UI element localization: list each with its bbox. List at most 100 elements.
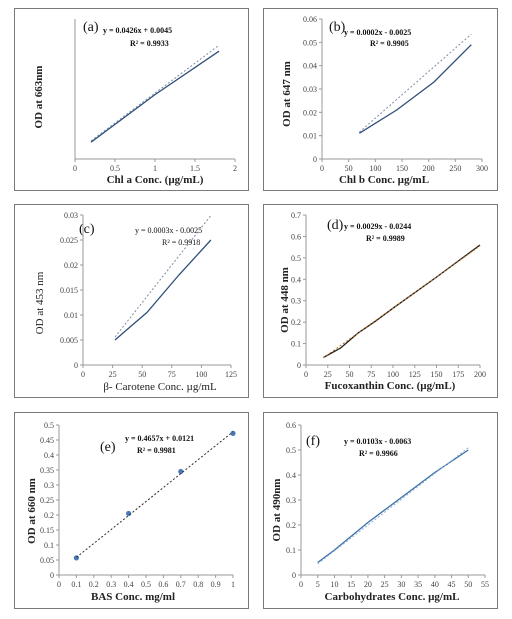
x-tick-label-f: 55 [481,580,489,589]
y-tick-label-d: 0 [297,361,301,370]
y-tick-label-d: 0.2 [291,318,301,327]
x-tick-label-f: 45 [448,580,456,589]
panel-b-label: (b) [329,20,346,35]
x-tick-label-d: 75 [367,370,375,379]
y-tick-label-e: 0.45 [40,436,54,445]
chart-b: (b) y = 0.0002x - 0.0025 R² = 0.9905 OD … [281,15,488,186]
x-tick-label-e: 0.5 [141,580,151,589]
panel-c-xlabel: β- Carotene Conc. µg/mL [103,381,217,393]
y-tick-label-f: 0.1 [286,546,296,555]
x-tick-label-d: 100 [387,370,399,379]
panel-e-label: (e) [100,440,116,455]
data-line-b [358,44,472,134]
panel-e-xlabel: BAS Conc. mg/ml [91,591,175,603]
y-tick-label-e: 0.1 [44,541,54,550]
x-tick-label-b: 150 [396,164,408,173]
panel-f-xlabel: Carbohydrates Conc. µg/mL [325,591,460,603]
panel-a-ylabel: OD at 663nm [33,66,45,129]
data-line-d [323,244,481,359]
panel-f-r2: R² = 0.9966 [359,449,398,458]
chart-d: (d) y = 0.0029x - 0.0244 R² = 0.9989 OD … [279,211,486,392]
x-tick-label-a: 1.5 [190,164,200,173]
x-tick-label-e: 0 [57,580,61,589]
panel-d-xlabel: Fucoxanthin Conc. (µg/mL) [325,380,456,392]
x-tick-label-e: 0.6 [158,580,168,589]
y-tick-label-f: 0.3 [286,496,296,505]
panel-a: (a) y = 0.0426x + 0.0045 R² = 0.9933 OD … [14,8,249,191]
x-tick-label-e: 0.4 [124,580,134,589]
x-tick-label-f: 0 [299,580,303,589]
panel-e-ylabel: OD at 660 nm [26,478,38,544]
panel-a-equation: y = 0.0426x + 0.0045 [103,26,172,35]
panel-d-equation: y = 0.0029x - 0.0244 [344,222,411,231]
x-tick-label-b: 200 [423,164,435,173]
x-tick-label-f: 40 [431,580,439,589]
data-point-e [178,468,184,475]
x-tick-label-a: 2 [233,164,237,173]
y-tick-label-b: 0.03 [303,85,317,94]
y-tick-label-e: 0.2 [44,511,54,520]
panel-e-r2: R² = 0.9981 [137,446,176,455]
panel-c-r2: R² = 0.9918 [162,238,200,247]
panel-a-r2: R² = 0.9933 [130,39,169,48]
y-tick-label-d: 0.5 [291,254,301,263]
x-tick-label-d: 175 [452,370,464,379]
panel-f-equation: y = 0.0103x - 0.0063 [344,437,411,446]
x-tick-label-f: 25 [381,580,389,589]
trendline-d [323,245,481,359]
chart-a: (a) y = 0.0426x + 0.0045 R² = 0.9933 OD … [33,19,237,186]
data-point-e [230,430,236,436]
y-tick-label-b: 0.06 [303,15,317,24]
y-tick-label-f: 0 [292,571,296,580]
x-tick-label-f: 50 [464,580,472,589]
trendline-f [317,447,469,565]
x-tick-label-c: 25 [109,370,117,379]
x-tick-label-d: 200 [474,370,486,379]
x-tick-label-b: 50 [345,164,353,173]
y-tick-label-b: 0.02 [303,108,317,117]
data-line-a [90,50,220,143]
y-tick-label-b: 0 [313,155,317,164]
trendline-a [90,44,220,142]
x-tick-label-e: 0.7 [176,580,186,589]
y-tick-label-e: 0.4 [44,451,54,460]
data-point-e [73,555,79,561]
panel-d-ylabel: OD at 448 nm [279,267,291,333]
x-tick-label-c: 100 [195,370,207,379]
trendline-c [114,215,212,338]
x-tick-label-f: 35 [414,580,422,589]
x-tick-label-f: 5 [316,580,320,589]
y-tick-label-c: 0.025 [60,236,78,245]
y-tick-label-e: 0.5 [44,421,54,430]
y-tick-label-f: 0.2 [286,521,296,530]
y-tick-label-e: 0.25 [40,496,54,505]
y-tick-label-e: 0.3 [44,481,54,490]
y-tick-label-b: 0.05 [303,38,317,47]
y-tick-label-e: 0.15 [40,526,54,535]
y-tick-label-c: 0.01 [64,311,78,320]
x-tick-label-d: 150 [431,370,443,379]
chart-f: (f) y = 0.0103x - 0.0063 R² = 0.9966 OD … [271,421,489,603]
x-tick-label-c: 0 [81,370,85,379]
y-tick-label-e: 0.05 [40,556,54,565]
y-tick-label-c: 0.02 [64,261,78,270]
x-tick-label-e: 0.8 [193,580,203,589]
panel-b: (b) y = 0.0002x - 0.0025 R² = 0.9905 OD … [263,8,498,191]
y-tick-label-c: 0 [74,361,78,370]
x-tick-label-d: 125 [409,370,421,379]
y-tick-label-f: 0.6 [286,421,296,430]
x-tick-label-b: 300 [476,164,488,173]
panel-f: (f) y = 0.0103x - 0.0063 R² = 0.9966 OD … [263,412,498,609]
panel-e: (e) y = 0.4657x + 0.0121 R² = 0.9981 OD … [14,412,249,609]
x-tick-label-e: 0.9 [211,580,221,589]
x-tick-label-f: 15 [347,580,355,589]
trendline-b [358,33,472,133]
y-tick-label-e: 0 [50,571,54,580]
panel-a-label: (a) [83,20,99,35]
x-tick-label-d: 0 [304,370,308,379]
x-tick-label-a: 0 [73,164,77,173]
y-tick-label-d: 0.7 [291,211,301,220]
panel-c-label: (c) [79,222,95,237]
y-tick-label-d: 0.4 [291,275,301,284]
x-tick-label-f: 10 [330,580,338,589]
